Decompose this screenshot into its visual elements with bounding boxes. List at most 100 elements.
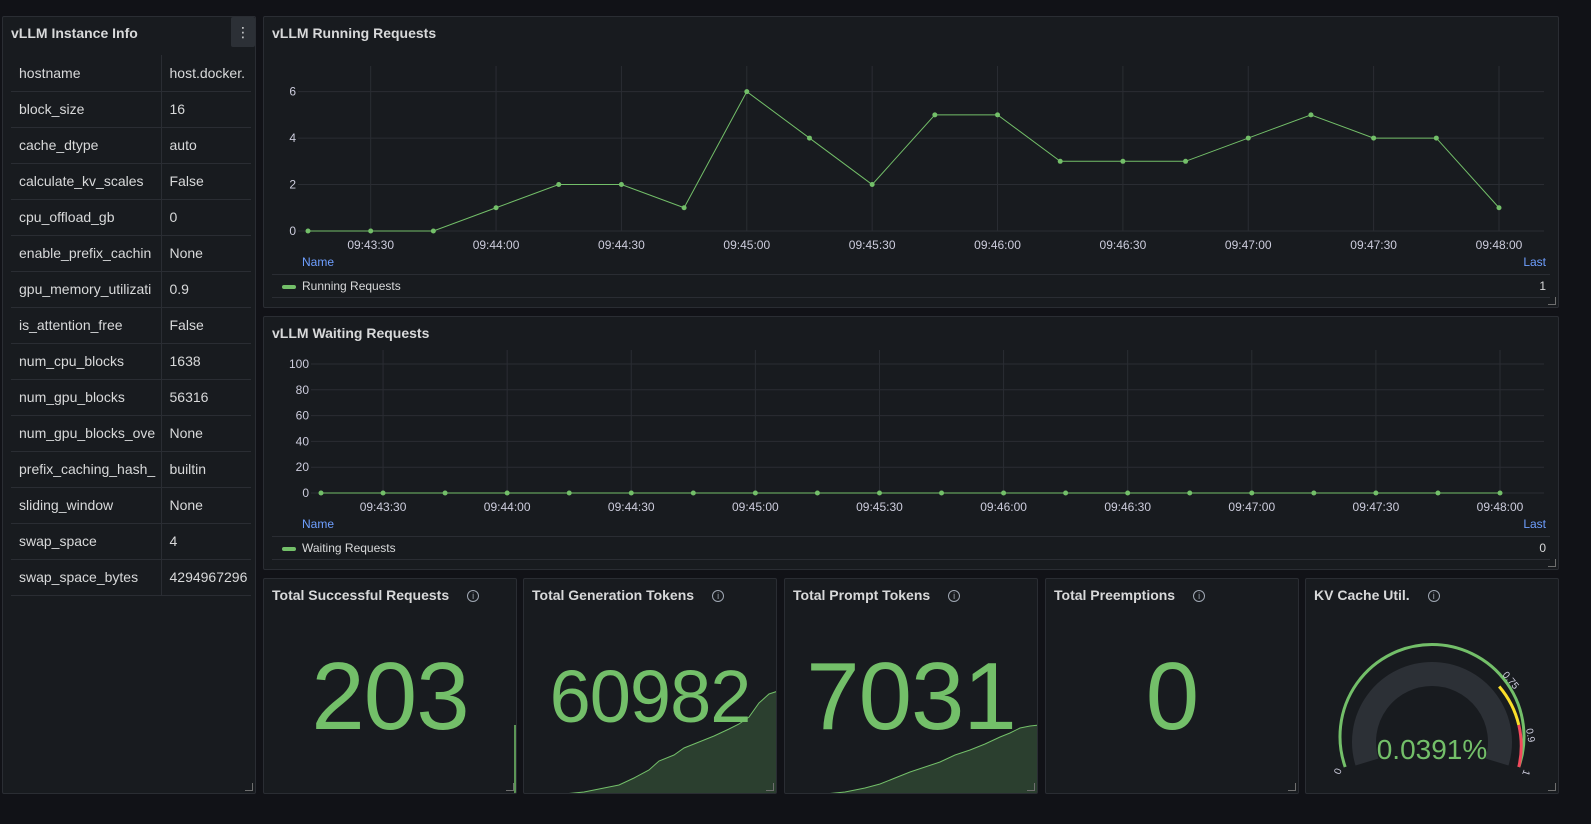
panel-title-text: Total Generation Tokens [532, 587, 695, 603]
data-point[interactable] [305, 228, 311, 234]
data-point[interactable] [1187, 490, 1193, 496]
data-point[interactable] [1057, 158, 1063, 164]
info-icon[interactable]: i [712, 590, 725, 602]
x-tick-label: 09:46:00 [974, 238, 1021, 252]
x-tick-label: 09:46:30 [1104, 500, 1151, 514]
data-point[interactable] [368, 228, 374, 234]
data-point[interactable] [1308, 112, 1314, 118]
waiting-requests-panel: vLLM Waiting Requests 0 20 40 60 80 100 09:43:… [263, 316, 1559, 570]
x-tick-label: 09:46:30 [1100, 238, 1147, 252]
x-tick-label: 09:47:00 [1225, 238, 1272, 252]
data-point[interactable] [318, 490, 324, 496]
data-point[interactable] [493, 205, 499, 211]
data-point[interactable] [1497, 490, 1503, 496]
info-key: enable_prefix_cachin [11, 235, 162, 272]
data-point[interactable] [628, 490, 634, 496]
panel-menu-icon[interactable]: ⋮ [231, 17, 255, 47]
data-point[interactable] [681, 205, 687, 211]
resize-handle-icon[interactable] [1548, 783, 1556, 791]
panel-title-text: Total Successful Requests [272, 587, 450, 603]
data-point[interactable] [556, 182, 562, 188]
legend-last-value: 1 [1539, 279, 1546, 293]
info-table-row: cache_dtype auto [11, 127, 251, 164]
stat-panel-successful-requests: Total Successful Requests i 203 [263, 578, 517, 794]
data-point[interactable] [566, 490, 572, 496]
info-value: False [161, 307, 251, 344]
resize-handle-icon[interactable] [1288, 783, 1296, 791]
panel-title: Total Successful Requests i [272, 587, 480, 603]
legend-series-name[interactable]: Running Requests [302, 279, 401, 293]
info-icon[interactable]: i [467, 590, 480, 602]
data-point[interactable] [869, 182, 875, 188]
legend-name-header[interactable]: Name [302, 255, 335, 269]
info-key: hostname [11, 55, 162, 92]
data-point[interactable] [430, 228, 436, 234]
data-point[interactable] [939, 490, 945, 496]
data-point[interactable] [1433, 135, 1439, 141]
resize-handle-icon[interactable] [1027, 783, 1035, 791]
info-value: 4294967296 [161, 559, 251, 596]
info-value: 16 [161, 91, 251, 128]
stat-value: 0 [1145, 643, 1199, 750]
data-point[interactable] [995, 112, 1001, 118]
resize-handle-icon[interactable] [245, 783, 253, 791]
y-tick-label: 100 [289, 357, 309, 371]
data-point[interactable] [380, 490, 386, 496]
data-point[interactable] [932, 112, 938, 118]
info-value: None [161, 235, 251, 272]
data-point[interactable] [1245, 135, 1251, 141]
panel-title: Total Generation Tokens i [532, 587, 725, 603]
data-point[interactable] [814, 490, 820, 496]
data-point[interactable] [1435, 490, 1441, 496]
series-line [308, 90, 1500, 232]
legend-row[interactable]: Waiting Requests 0 [272, 536, 1550, 560]
stat-panel-prompt-tokens: Total Prompt Tokens i 7031 [784, 578, 1038, 794]
x-tick-label: 09:48:00 [1477, 500, 1524, 514]
data-point[interactable] [1183, 158, 1189, 164]
legend-header: Name Last [302, 517, 1546, 533]
data-point[interactable] [806, 135, 812, 141]
resize-handle-icon[interactable] [766, 783, 774, 791]
data-point[interactable] [504, 490, 510, 496]
resize-handle-icon[interactable] [506, 783, 514, 791]
x-tick-label: 09:44:00 [484, 500, 531, 514]
info-key: num_cpu_blocks [11, 343, 162, 380]
info-icon[interactable]: i [1193, 590, 1206, 602]
data-point[interactable] [1496, 205, 1502, 211]
data-point[interactable] [876, 490, 882, 496]
info-key: is_attention_free [11, 307, 162, 344]
legend-last-header[interactable]: Last [1523, 517, 1546, 531]
info-value: builtin [161, 451, 251, 488]
info-key: sliding_window [11, 487, 162, 524]
data-point[interactable] [1063, 490, 1069, 496]
info-icon[interactable]: i [1427, 590, 1440, 602]
legend-last-header[interactable]: Last [1523, 255, 1546, 269]
info-key: cpu_offload_gb [11, 199, 162, 236]
info-key: prefix_caching_hash_ [11, 451, 162, 488]
data-point[interactable] [690, 490, 696, 496]
data-point[interactable] [442, 490, 448, 496]
data-point[interactable] [1120, 158, 1126, 164]
stat-sparkline [829, 724, 1037, 793]
y-tick-label: 0 [289, 224, 296, 238]
data-point[interactable] [1249, 490, 1255, 496]
legend-name-header[interactable]: Name [302, 517, 335, 531]
data-point[interactable] [752, 490, 758, 496]
info-table-row: hostname host.docker. [11, 55, 251, 92]
legend-row[interactable]: Running Requests 1 [272, 274, 1550, 298]
data-point[interactable] [744, 89, 750, 95]
data-point[interactable] [1373, 490, 1379, 496]
data-point[interactable] [618, 182, 624, 188]
data-point[interactable] [1125, 490, 1131, 496]
resize-handle-icon[interactable] [1548, 559, 1556, 567]
info-key: swap_space_bytes [11, 559, 162, 596]
data-point[interactable] [1001, 490, 1007, 496]
info-icon[interactable]: i [948, 590, 961, 602]
data-point[interactable] [1371, 135, 1377, 141]
info-table-row: block_size 16 [11, 91, 251, 128]
x-tick-label: 09:47:30 [1350, 238, 1397, 252]
legend-series-name[interactable]: Waiting Requests [302, 541, 396, 555]
data-point[interactable] [1311, 490, 1317, 496]
info-table-row: num_cpu_blocks 1638 [11, 343, 251, 380]
resize-handle-icon[interactable] [1548, 297, 1556, 305]
